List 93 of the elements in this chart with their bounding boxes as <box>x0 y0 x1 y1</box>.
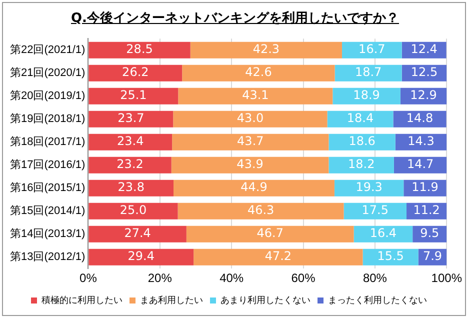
data-label: 19.3 <box>356 180 382 194</box>
y-tick-label: 第15回(2014/1) <box>10 205 86 218</box>
bar <box>186 226 354 242</box>
bar <box>173 110 328 128</box>
bar <box>88 134 172 150</box>
data-label: 14.3 <box>408 134 434 148</box>
legend-label: まったく利用したくない <box>328 294 427 305</box>
data-label: 25.0 <box>120 203 147 218</box>
x-tick-label: 60% <box>291 271 316 286</box>
bar <box>328 156 394 174</box>
y-tick-label: 第19回(2018/1) <box>10 113 86 126</box>
data-label: 26.2 <box>122 65 149 80</box>
data-label: 28.5 <box>126 42 153 56</box>
data-label: 15.5 <box>377 249 404 264</box>
x-tick-label: 0% <box>80 271 98 286</box>
bar <box>394 156 447 174</box>
bar <box>88 110 174 128</box>
data-label: 7.9 <box>422 249 442 264</box>
x-tick-label: 40% <box>220 271 244 286</box>
bar <box>334 64 402 82</box>
legend-label: あまり利用したくない <box>220 294 310 305</box>
bar <box>190 42 342 58</box>
data-label: 25.1 <box>120 88 147 102</box>
data-label: 27.4 <box>124 226 151 240</box>
bar <box>88 226 186 242</box>
data-label: 43.9 <box>236 157 264 172</box>
bar <box>393 110 446 128</box>
bar <box>194 248 363 266</box>
bar <box>332 88 400 104</box>
data-label: 17.5 <box>362 203 389 218</box>
bar <box>178 202 344 220</box>
data-label: 14.7 <box>406 157 434 172</box>
bar <box>88 202 178 220</box>
bar <box>342 42 402 58</box>
data-label: 47.2 <box>264 249 292 264</box>
data-label: 46.7 <box>256 226 284 240</box>
x-tick-label: 100% <box>431 271 462 286</box>
y-tick-label: 第20回(2019/1) <box>10 90 86 102</box>
bar <box>327 110 394 128</box>
data-label: 43.0 <box>236 111 264 126</box>
data-label: 18.6 <box>348 134 376 148</box>
bar <box>182 64 335 82</box>
bar <box>178 88 333 104</box>
bar <box>334 180 404 196</box>
bar <box>88 180 174 196</box>
data-label: 9.5 <box>420 226 440 240</box>
bar <box>88 42 190 58</box>
bar <box>174 180 334 196</box>
bar <box>88 248 194 266</box>
legend-label: まあ利用したい <box>140 294 203 305</box>
y-tick-label: 第21回(2020/1) <box>10 67 86 80</box>
y-tick-label: 第22回(2021/1) <box>10 44 86 56</box>
data-label: 43.7 <box>237 134 264 148</box>
data-label: 11.2 <box>413 203 440 218</box>
data-label: 11.9 <box>412 180 438 194</box>
chart-title: Q.今後インターネットバンキングを利用したいですか？ <box>71 11 399 26</box>
bar <box>354 226 413 242</box>
bar <box>88 156 172 174</box>
bar <box>344 202 407 220</box>
data-label: 23.8 <box>118 180 144 194</box>
x-tick-label: 20% <box>148 271 172 286</box>
data-label: 12.4 <box>410 42 438 56</box>
data-label: 18.9 <box>353 88 380 102</box>
bar <box>328 134 396 150</box>
legend-label: 積極的に利用したい <box>42 294 122 305</box>
data-label: 44.9 <box>240 180 268 194</box>
data-label: 16.4 <box>370 226 397 240</box>
data-label: 43.1 <box>242 88 269 102</box>
data-label: 18.2 <box>348 157 375 172</box>
bar <box>362 248 418 266</box>
bar <box>171 156 329 174</box>
data-label: 14.8 <box>406 111 434 126</box>
data-label: 18.7 <box>354 65 382 80</box>
bar <box>88 88 178 104</box>
data-label: 23.7 <box>118 111 144 126</box>
y-tick-label: 第13回(2012/1) <box>10 251 86 264</box>
data-label: 23.4 <box>117 134 144 148</box>
y-tick-label: 第17回(2016/1) <box>10 159 86 172</box>
bar <box>172 134 329 150</box>
data-label: 29.4 <box>128 249 155 264</box>
data-label: 12.9 <box>410 88 437 102</box>
data-label: 42.3 <box>252 42 280 56</box>
data-label: 46.3 <box>247 203 274 218</box>
x-tick-label: 80% <box>362 271 388 286</box>
y-tick-label: 第16回(2015/1) <box>10 182 86 194</box>
data-label: 42.6 <box>245 65 272 80</box>
y-tick-label: 第14回(2013/1) <box>10 228 86 240</box>
data-label: 16.7 <box>358 42 386 56</box>
data-label: 23.2 <box>116 157 144 172</box>
y-tick-label: 第18回(2017/1) <box>10 136 86 148</box>
data-label: 12.5 <box>410 65 438 80</box>
bar <box>88 64 182 82</box>
data-label: 18.4 <box>346 111 374 126</box>
